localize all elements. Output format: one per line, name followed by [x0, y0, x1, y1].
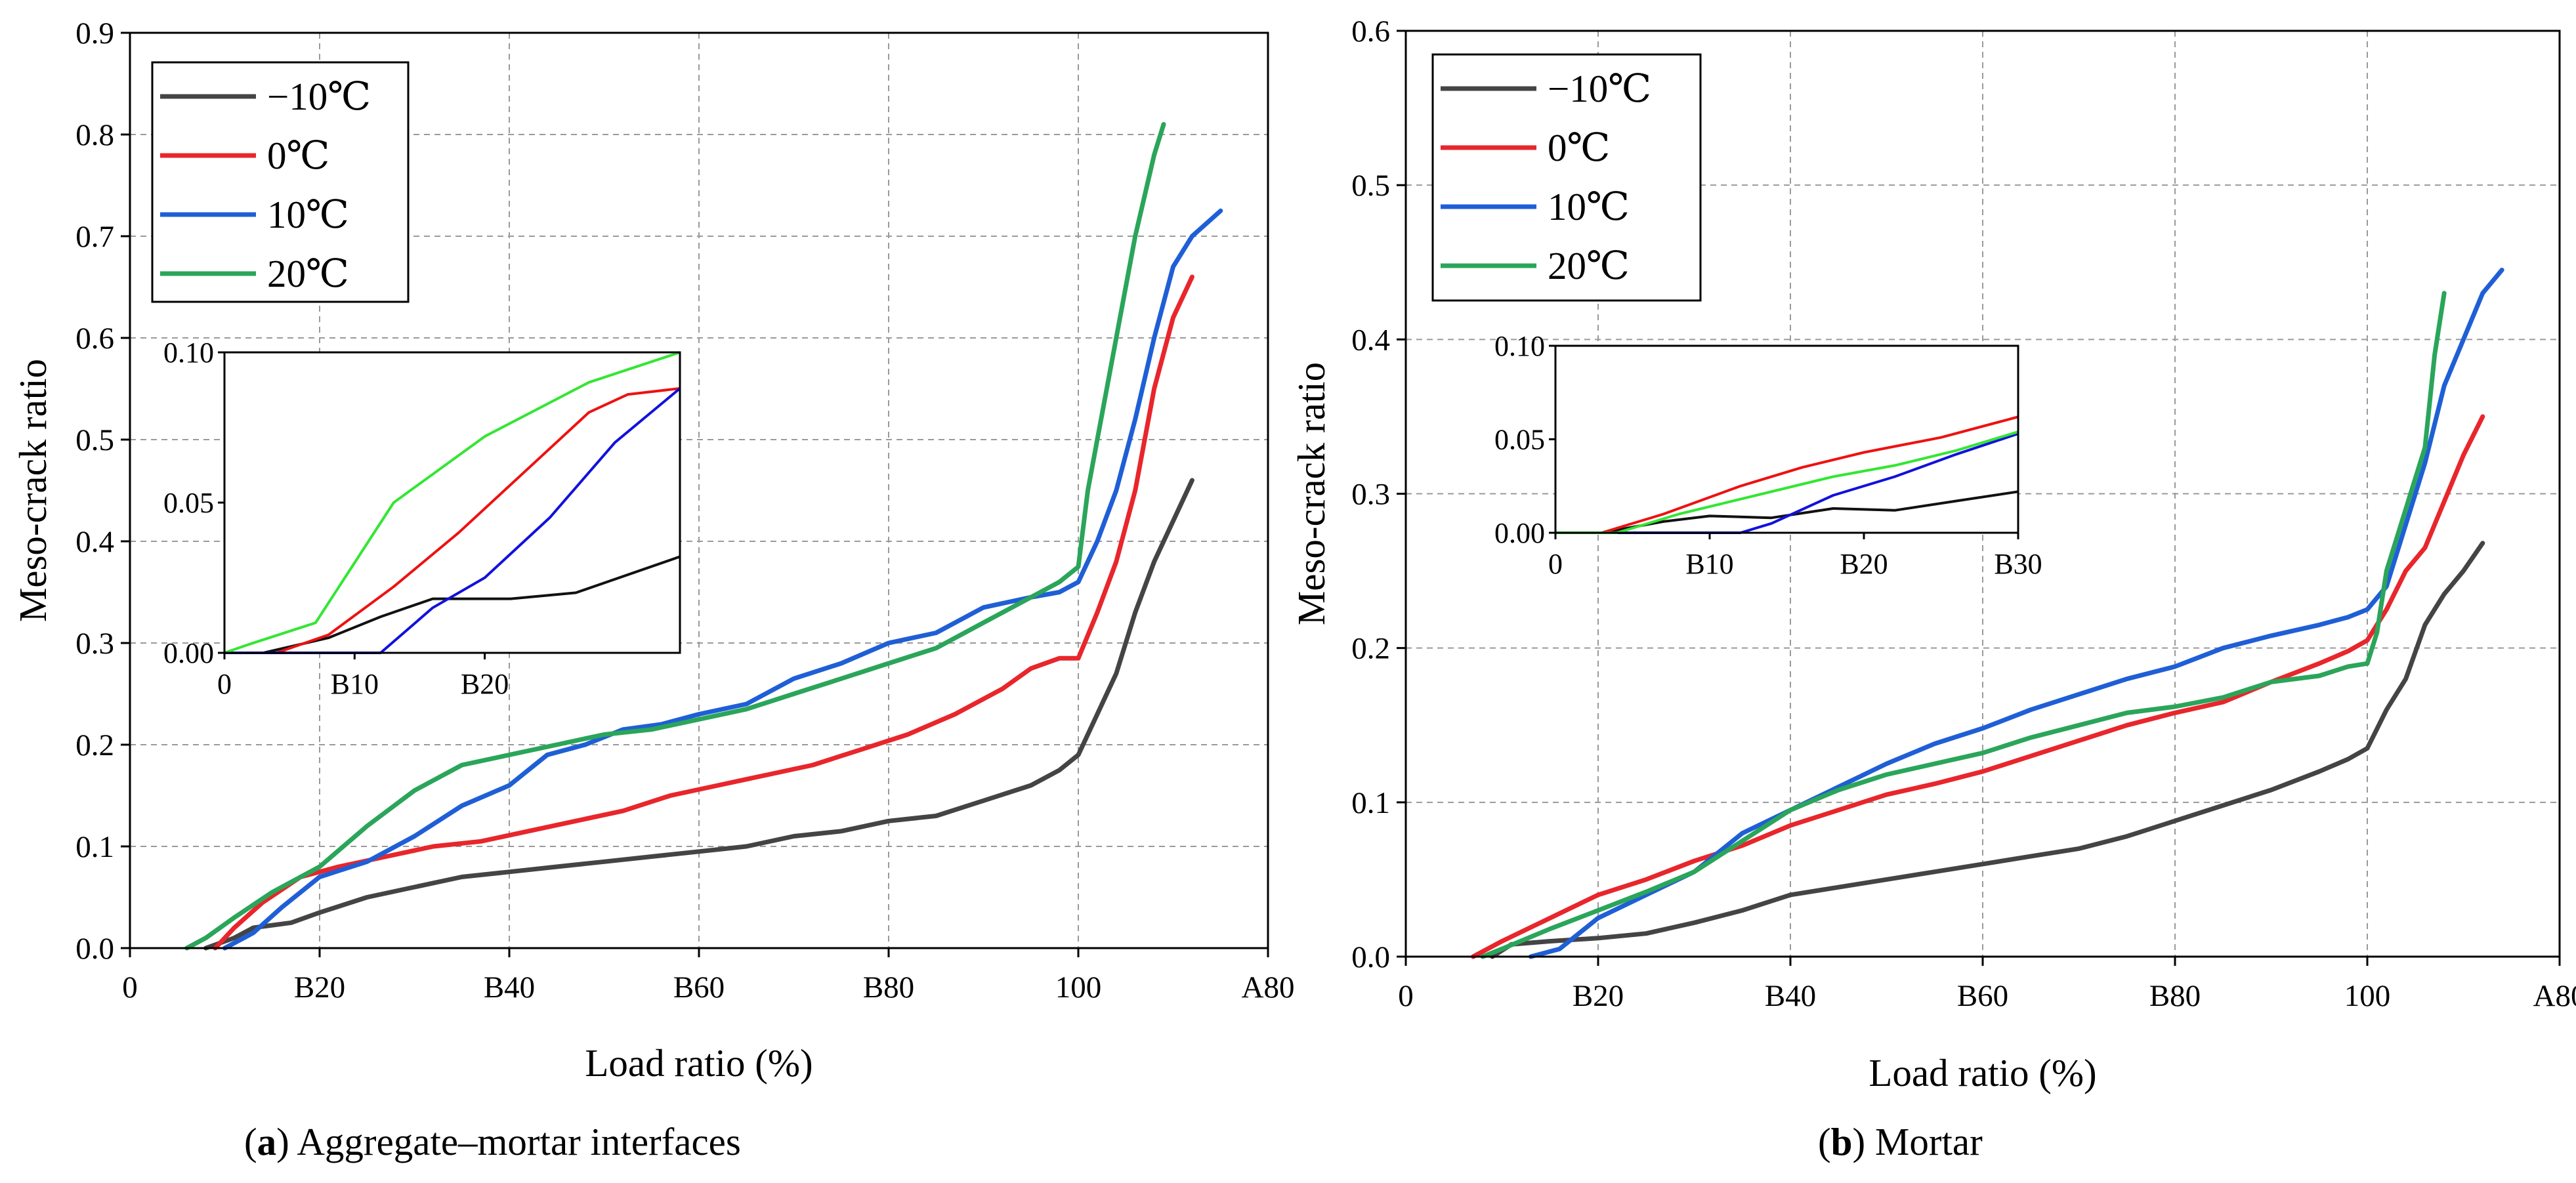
legend-box	[151, 61, 410, 303]
inset-series-line	[224, 351, 681, 654]
x-tick-label: B60	[1957, 979, 2008, 1013]
series-line	[1471, 414, 2485, 959]
caption-paren-close: )	[1852, 1120, 1874, 1163]
y-tick-label: 0.4	[1351, 323, 1390, 357]
x-tick-label: 100	[2344, 979, 2391, 1013]
y-tick-label: 0.2	[75, 728, 114, 762]
caption-text: Aggregate–mortar interfaces	[297, 1120, 741, 1163]
inset-y-tick-label: 0.05	[163, 487, 214, 519]
caption-text: Mortar	[1875, 1120, 1983, 1163]
y-tick-label: 0.8	[75, 118, 114, 152]
series-line	[203, 478, 1194, 951]
x-axis-title: Load ratio (%)	[1869, 1051, 2096, 1094]
legend-label: −10℃	[1548, 67, 1651, 110]
caption-paren-close: )	[276, 1120, 297, 1163]
y-tick-label: 0.3	[1351, 478, 1390, 512]
y-tick-label: 0.3	[75, 627, 114, 661]
y-tick-label: 0.5	[75, 423, 114, 457]
legend-label: 0℃	[1548, 126, 1611, 169]
series-line	[184, 122, 1166, 951]
inset-y-tick-label: 0.10	[1494, 330, 1545, 362]
legend-label: 10℃	[1548, 185, 1630, 228]
x-tick-label: A80	[2533, 979, 2576, 1013]
panel-caption: (b) Mortar	[1818, 1120, 1983, 1163]
inset-x-tick-label: B10	[331, 668, 379, 700]
x-tick-label: B20	[1573, 979, 1624, 1013]
x-tick-label: 0	[1398, 979, 1414, 1013]
x-tick-label: B40	[484, 970, 535, 1005]
series-line	[222, 208, 1223, 951]
y-tick-label: 0.2	[1351, 632, 1390, 666]
legend-label: 0℃	[267, 134, 330, 177]
y-tick-label: 0.0	[1351, 940, 1390, 974]
y-axis-title: Meso-crack ratio	[11, 359, 54, 622]
caption-paren-open: (	[244, 1120, 257, 1163]
x-axis-title: Load ratio (%)	[585, 1041, 813, 1085]
y-tick-label: 0.6	[1351, 14, 1390, 49]
series-line	[1490, 541, 2485, 959]
y-tick-label: 0.0	[75, 932, 114, 966]
inset-series-line	[1555, 415, 2019, 534]
caption-label: b	[1831, 1120, 1853, 1163]
y-tick-label: 0.4	[75, 525, 114, 559]
x-tick-label: B60	[673, 970, 725, 1005]
x-tick-label: B80	[2149, 979, 2201, 1013]
legend-label: 20℃	[267, 252, 349, 295]
x-tick-label: B20	[294, 970, 345, 1005]
y-tick-label: 0.9	[75, 16, 114, 51]
panel-caption: (a) Aggregate–mortar interfaces	[244, 1120, 741, 1163]
y-tick-label: 0.1	[1351, 786, 1390, 820]
panel-b: 0 B20 B40 B60 B80 100 A80 0.0 0.1 0.2 0.3 0.4 0.5 0.6…	[1290, 14, 2576, 1163]
inset-series-line	[1555, 490, 2019, 534]
caption-paren-open: (	[1818, 1120, 1831, 1163]
x-tick-label: B40	[1765, 979, 1816, 1013]
inset-x-tick-label: B20	[1840, 548, 1888, 580]
legend-label: 20℃	[1548, 244, 1630, 287]
legend-label: −10℃	[267, 75, 371, 118]
legend-label: 10℃	[267, 193, 349, 236]
inset-x-tick-label: 0	[1548, 548, 1563, 580]
inset-y-tick-label: 0.00	[1494, 517, 1545, 549]
y-tick-label: 0.7	[75, 220, 114, 254]
y-tick-label: 0.6	[75, 322, 114, 356]
inset-series-line	[224, 387, 681, 654]
inset-x-tick-label: B30	[1994, 548, 2042, 580]
inset-x-tick-label: 0	[217, 668, 232, 700]
inset-x-tick-label: B10	[1685, 548, 1733, 580]
x-tick-label: 0	[122, 970, 138, 1005]
inset-series-line	[1555, 430, 2019, 534]
x-tick-label: B80	[863, 970, 914, 1005]
series-line	[1480, 291, 2447, 959]
inset-background	[224, 352, 680, 653]
caption-label: a	[257, 1120, 277, 1163]
y-tick-label: 0.1	[75, 830, 114, 864]
inset-background	[1555, 346, 2018, 533]
legend-box	[1431, 53, 1702, 302]
x-tick-label: 100	[1055, 970, 1102, 1005]
x-tick-label: A80	[1242, 970, 1295, 1005]
y-tick-label: 0.5	[1351, 169, 1390, 203]
inset-y-tick-label: 0.10	[163, 337, 214, 369]
inset-y-tick-label: 0.00	[163, 637, 214, 669]
inset-x-tick-label: B20	[461, 668, 509, 700]
inset-series-line	[224, 555, 681, 654]
inset-y-tick-label: 0.05	[1494, 424, 1545, 456]
y-axis-title: Meso-crack ratio	[1290, 362, 1333, 625]
panel-a: 0 B20 B40 B60 B80 100 A80 0.0 0.1 0.2 0.3 0.4 0.5 0.6…	[11, 16, 1294, 1163]
